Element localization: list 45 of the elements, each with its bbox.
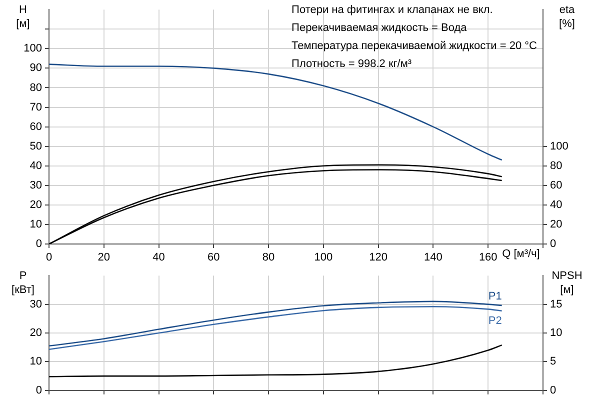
y-axis-title: P [кВт] (12, 270, 34, 296)
x-tick-label: 80 (262, 252, 275, 264)
y2-tick-label: 100 (550, 140, 568, 152)
y2-tick-label: 15 (550, 298, 562, 310)
series-label: P2 (488, 314, 502, 327)
y2-tick-label: 60 (550, 179, 562, 192)
annotation: Плотность = 998.2 кг/м³ (292, 58, 412, 70)
y-tick-label: 90 (30, 62, 42, 74)
x-axis-title: Q [м³/ч] (502, 248, 540, 260)
x-tick-label: 40 (152, 252, 165, 264)
y2-axis-title: NPSH [м] (552, 270, 582, 296)
y-tick-label: 100 (24, 42, 42, 55)
x-tick-label: 140 (424, 252, 442, 264)
y-tick-label: 20 (30, 327, 42, 340)
y2-axis-title: eta [%] (559, 4, 576, 30)
y-tick-label: 10 (30, 356, 42, 368)
y-tick-label: 0 (36, 238, 42, 250)
annotation: Перекачиваемая жидкость = Вода (292, 22, 468, 34)
y-tick-label: 0 (36, 384, 42, 396)
y-tick-label: 70 (30, 101, 42, 114)
x-tick-label: 160 (478, 252, 498, 264)
x-tick-label: 20 (98, 252, 110, 264)
y-tick-label: 60 (30, 120, 42, 133)
y-tick-label: 40 (30, 160, 42, 172)
annotation: Потери на фитингах и клапанах не вкл. (292, 4, 493, 16)
y2-tick-label: 80 (550, 160, 562, 172)
y2-tick-label: 5 (550, 356, 556, 368)
y-tick-label: 10 (30, 218, 42, 230)
y2-tick-label: 0 (550, 238, 556, 250)
y-tick-label: 20 (30, 198, 42, 211)
series-label: P1 (488, 290, 502, 302)
y-tick-label: 30 (30, 179, 42, 192)
x-tick-label: 100 (314, 252, 333, 264)
y2-tick-label: 0 (550, 384, 556, 396)
y-tick-label: 80 (30, 82, 42, 94)
x-tick-label: 60 (208, 252, 220, 264)
y-axis-title: H [м] (16, 4, 30, 30)
y2-tick-label: 40 (550, 198, 562, 211)
annotation: Температура перекачиваемой жидкости = 20 °C (292, 40, 538, 52)
y2-tick-label: 10 (550, 327, 562, 340)
x-tick-label: 0 (46, 252, 52, 264)
x-tick-label: 120 (369, 252, 388, 264)
y-tick-label: 50 (30, 140, 42, 152)
y2-tick-label: 20 (550, 218, 562, 230)
y-tick-label: 30 (30, 298, 42, 310)
